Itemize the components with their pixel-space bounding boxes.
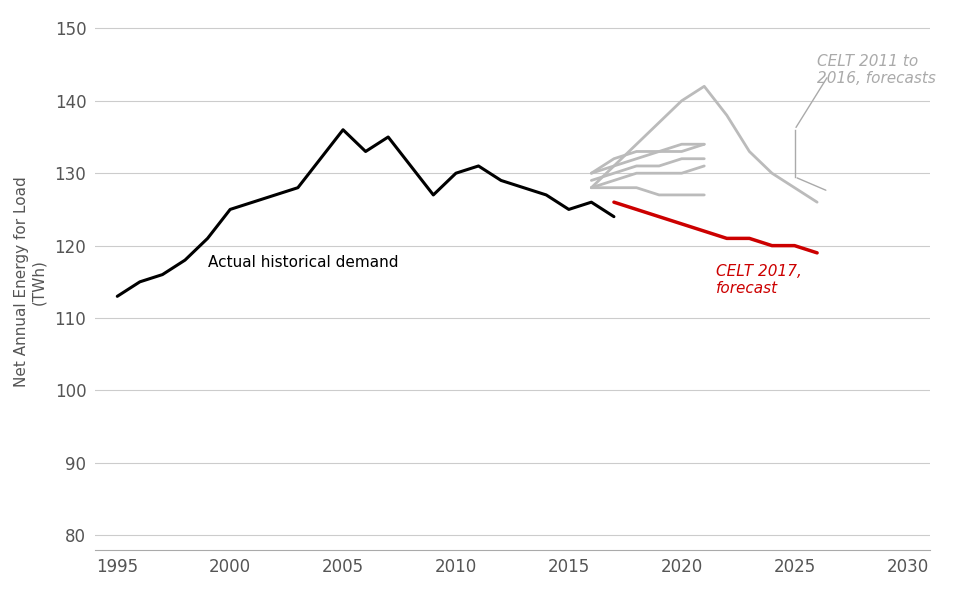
Text: CELT 2017,
forecast: CELT 2017, forecast [715, 264, 801, 296]
Text: Actual historical demand: Actual historical demand [208, 255, 398, 270]
Y-axis label: Net Annual Energy for Load
(TWh): Net Annual Energy for Load (TWh) [13, 176, 46, 387]
Text: CELT 2011 to
2016, forecasts: CELT 2011 to 2016, forecasts [816, 54, 935, 86]
